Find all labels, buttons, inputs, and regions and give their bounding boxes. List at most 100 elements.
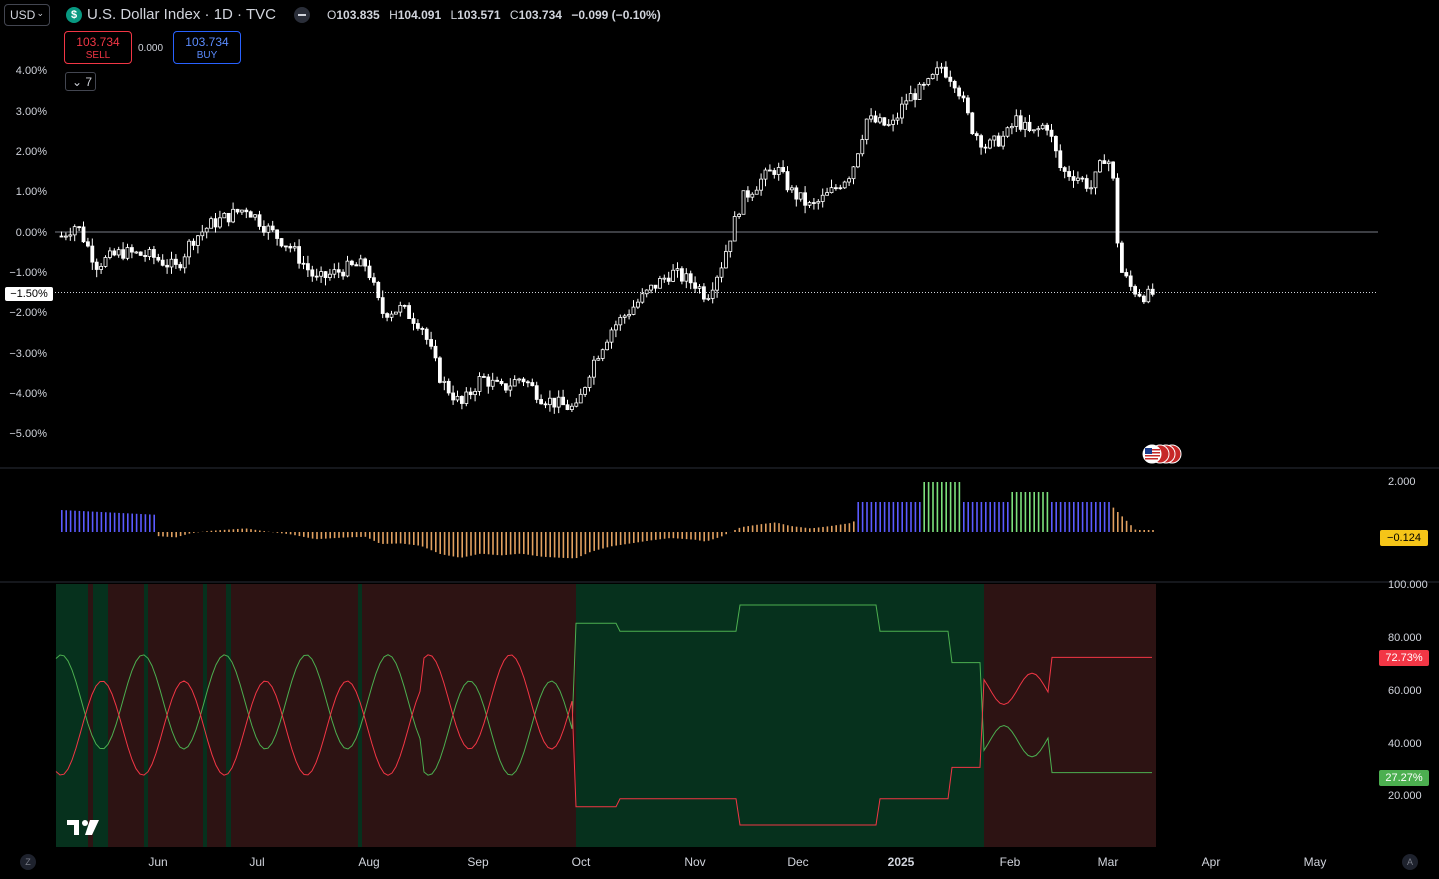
oscillator-axis[interactable]: 2.000 <box>1388 476 1438 496</box>
candle-body <box>614 324 618 331</box>
auto-scale-z-button[interactable]: Z <box>20 854 36 870</box>
histogram-bar <box>1002 502 1005 532</box>
candle-body <box>94 261 99 270</box>
candle-body <box>266 225 271 233</box>
histogram-bar <box>91 511 94 532</box>
candle-body <box>116 249 121 256</box>
buy-button[interactable]: 103.734 BUY <box>173 31 241 64</box>
histogram-bar <box>958 482 961 532</box>
histogram-bar <box>716 532 719 538</box>
histogram-bar <box>329 532 331 539</box>
candle-body <box>147 249 152 257</box>
candle-body <box>702 286 706 300</box>
candle-body <box>517 378 521 381</box>
auto-scale-a-button[interactable]: A <box>1402 854 1418 870</box>
currency-select[interactable]: USD ⌄ <box>4 4 50 26</box>
candle-body <box>671 269 675 282</box>
axis-tick: 2.00% <box>15 146 47 158</box>
histogram-bar <box>738 527 741 532</box>
candle-body <box>680 268 684 282</box>
candle-body <box>248 211 253 218</box>
histogram-bar <box>188 532 191 534</box>
histogram-bar <box>206 531 208 532</box>
candle-body <box>574 402 579 407</box>
histogram-bar <box>377 532 380 543</box>
candle-body <box>600 349 605 359</box>
axis-tick: −2.00% <box>9 307 47 319</box>
candle-body <box>556 396 561 408</box>
candle-body <box>1076 177 1080 181</box>
histogram-bar <box>1086 502 1088 532</box>
symbol-title[interactable]: U.S. Dollar Index · 1D · TVC <box>87 6 276 23</box>
histogram-bar <box>989 502 991 532</box>
candle-body <box>1089 187 1093 190</box>
histogram-bar <box>127 513 129 532</box>
candle-body <box>455 395 460 401</box>
histogram-bar <box>421 532 424 547</box>
histogram-bar <box>294 532 296 536</box>
histogram-bar <box>791 526 793 532</box>
histogram-bar <box>474 532 477 555</box>
ratio-axis[interactable]: 100.000 80.000 60.000 40.000 20.000 <box>1388 578 1438 808</box>
candle-body <box>785 171 790 191</box>
axis-tick: 100.000 <box>1388 579 1428 591</box>
regime-zone <box>576 584 984 847</box>
histogram-bar <box>1011 492 1013 532</box>
us-flag-events-icon[interactable] <box>1141 443 1183 465</box>
histogram-bar <box>611 532 613 547</box>
candle-body <box>244 209 249 213</box>
sell-button[interactable]: 103.734 SELL <box>64 31 132 64</box>
histogram-bar <box>923 482 925 532</box>
candle-body <box>389 313 394 318</box>
candle-body <box>763 169 768 180</box>
time-axis[interactable]: Z A <box>0 848 1439 879</box>
histogram-bar <box>369 532 371 539</box>
histogram-bar <box>1024 492 1027 532</box>
histogram-bar <box>699 532 701 541</box>
candle-body <box>988 139 992 149</box>
histogram-bar <box>162 532 164 537</box>
candle-body <box>508 385 513 391</box>
histogram-bar <box>835 525 837 532</box>
candle-body <box>1071 176 1076 181</box>
candle-body <box>477 376 482 392</box>
histogram-bar <box>694 532 697 540</box>
histogram-bar <box>756 524 758 532</box>
histogram-bar <box>919 502 921 532</box>
candle-body <box>521 378 526 383</box>
histogram-bar <box>751 525 754 532</box>
histogram-bar <box>448 532 450 556</box>
candle-body <box>983 146 988 149</box>
histogram-bar <box>193 532 195 533</box>
candle-body <box>1014 115 1019 127</box>
histogram-bar <box>223 529 226 532</box>
candle-body <box>407 305 412 319</box>
histogram-bar <box>325 532 327 539</box>
histogram-bar <box>672 532 675 539</box>
main-price-axis[interactable]: 4.00% 3.00% 2.00% 1.00% 0.00% −1.00% −2.… <box>0 0 47 470</box>
candle-body <box>288 245 293 249</box>
histogram-bar <box>549 532 551 558</box>
histogram-bar <box>404 532 406 544</box>
histogram-bar <box>461 532 463 558</box>
axis-tick: −1.00% <box>9 267 47 279</box>
candle-body <box>187 240 192 258</box>
market-status-icon[interactable] <box>294 7 310 23</box>
candle-body <box>77 226 81 229</box>
indicators-toggle-button[interactable]: ⌄ 7 <box>65 72 96 91</box>
histogram-bar <box>391 532 393 544</box>
tradingview-logo-icon[interactable] <box>66 816 100 838</box>
candle-body <box>860 139 865 155</box>
histogram-bar <box>496 532 499 556</box>
candle-body <box>618 317 623 326</box>
histogram-bar <box>342 532 345 538</box>
regime-zone <box>88 584 93 847</box>
histogram-bar <box>949 482 952 532</box>
candle-body <box>864 118 869 140</box>
histogram-bar <box>1051 502 1053 532</box>
spread-value: 0.000 <box>138 43 164 54</box>
histogram-bar <box>1029 492 1031 532</box>
axis-tick: 20.000 <box>1388 790 1422 802</box>
candle-body <box>301 262 306 265</box>
